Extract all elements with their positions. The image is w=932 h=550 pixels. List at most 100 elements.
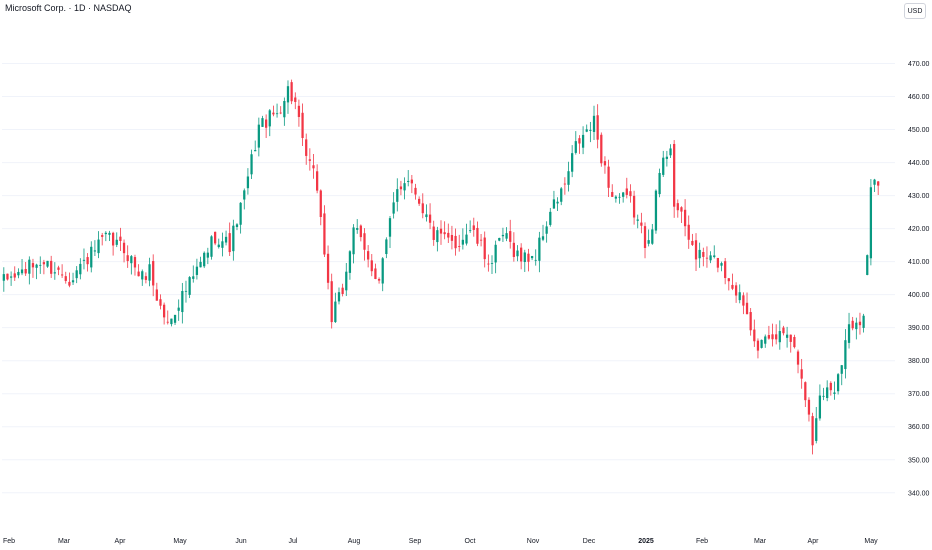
candle: [173, 314, 177, 326]
candle-body: [651, 229, 654, 244]
candles: [2, 79, 880, 455]
candle: [734, 282, 738, 303]
candle: [20, 258, 24, 276]
candle-body: [454, 235, 457, 249]
candle-body: [268, 110, 271, 127]
candle-body: [323, 213, 326, 255]
candle: [75, 266, 78, 284]
candle: [756, 338, 760, 359]
candle: [6, 273, 9, 281]
candle: [636, 214, 639, 229]
candle-body: [654, 190, 658, 231]
candle: [840, 364, 843, 386]
candle-body: [720, 263, 723, 266]
candle: [264, 114, 268, 138]
candle-body: [581, 134, 585, 148]
candle-body: [155, 289, 158, 301]
candle-body: [589, 129, 592, 131]
candle: [217, 238, 220, 249]
price-tick-label: 410.00: [908, 259, 930, 266]
candle-body: [636, 219, 639, 221]
candle: [144, 272, 148, 284]
candle: [221, 232, 224, 257]
candle-body: [144, 276, 148, 280]
candle-body: [833, 392, 836, 394]
candle: [640, 212, 643, 234]
candle: [742, 292, 745, 315]
candle: [563, 177, 566, 195]
candle: [279, 106, 282, 115]
candle-body: [603, 161, 607, 166]
candle-body: [42, 262, 46, 265]
candle: [567, 161, 570, 192]
currency-badge[interactable]: USD: [904, 3, 926, 19]
candle: [552, 190, 556, 209]
candle-body: [611, 192, 614, 197]
candle-body: [272, 112, 275, 115]
candle-body: [381, 258, 384, 284]
candle: [392, 192, 395, 219]
price-tick-label: 420.00: [908, 226, 930, 233]
price-tick-label: 450.00: [908, 127, 930, 134]
candle: [651, 223, 654, 245]
candle-body: [6, 273, 9, 280]
candle: [305, 133, 308, 165]
candle: [815, 406, 818, 444]
candle-body: [2, 274, 5, 281]
candle: [24, 261, 27, 276]
candle: [367, 245, 370, 268]
candle-body: [261, 118, 264, 127]
candle-body: [811, 416, 814, 446]
candle-body: [742, 295, 745, 306]
candle-body: [458, 246, 461, 247]
candle-body: [239, 202, 242, 225]
candle-body: [64, 276, 67, 281]
candle-body: [869, 187, 873, 259]
candle: [396, 178, 399, 212]
candle-body: [410, 179, 413, 184]
symbol-title[interactable]: Microsoft Corp. · 1D · NASDAQ: [5, 3, 132, 13]
candle-body: [855, 322, 858, 330]
candle-body: [793, 336, 796, 348]
candle-body: [46, 260, 49, 267]
candle: [439, 220, 443, 245]
candle: [549, 207, 552, 227]
candle-body: [796, 351, 800, 365]
candle: [290, 79, 293, 105]
candle: [589, 121, 592, 143]
candle: [35, 263, 38, 280]
candle: [162, 302, 166, 325]
candle: [356, 219, 359, 234]
candle-body: [665, 156, 669, 159]
candle-body: [407, 180, 410, 182]
candle: [738, 284, 741, 304]
candle-body: [567, 171, 570, 185]
candle: [775, 324, 778, 345]
candle-body: [625, 188, 628, 195]
candle-body: [79, 263, 82, 275]
candle-body: [111, 232, 115, 246]
candle: [716, 257, 720, 273]
candle-body: [450, 234, 454, 241]
candle-body: [683, 209, 687, 227]
candle-body: [745, 302, 749, 315]
price-tick-label: 350.00: [908, 457, 930, 464]
price-tick-label: 440.00: [908, 160, 930, 167]
candle: [869, 179, 873, 266]
candle: [509, 219, 512, 249]
candle: [680, 206, 683, 224]
price-axis: 470.00 460.00 450.00 440.00 430.00 420.00 410.…: [908, 61, 930, 497]
candle: [199, 256, 202, 268]
candle-body: [279, 112, 282, 114]
candle: [152, 254, 155, 297]
candle: [731, 273, 734, 291]
candle: [501, 227, 505, 242]
candle-body: [173, 314, 177, 323]
candle-body: [676, 203, 679, 211]
candle: [665, 150, 669, 167]
candle: [203, 251, 206, 269]
candle: [483, 231, 486, 268]
candle-body: [530, 256, 534, 259]
candle-body: [399, 186, 403, 190]
candle-body: [294, 97, 297, 102]
